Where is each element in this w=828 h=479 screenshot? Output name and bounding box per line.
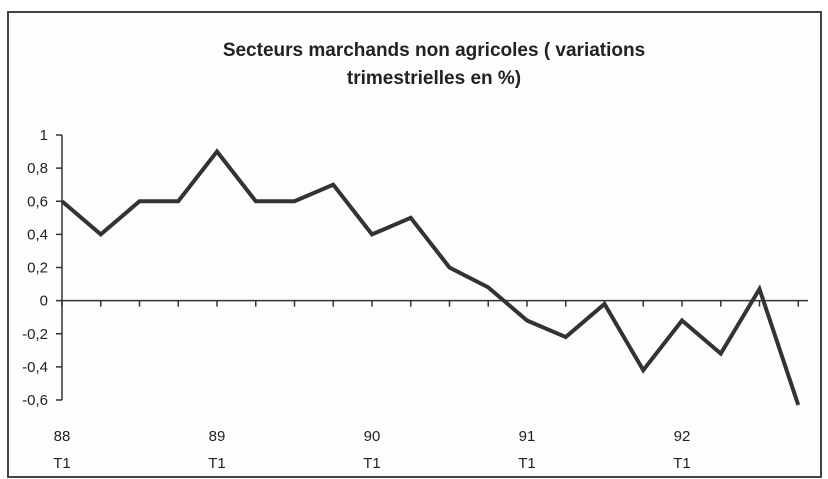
y-tick-label: 0,6 (27, 193, 48, 210)
y-tick-label: 0,4 (27, 226, 48, 243)
x-tick-label: 91 (519, 428, 536, 445)
x-tick-label: T1 (208, 455, 226, 472)
chart-title: trimestrielles en %) (347, 68, 521, 89)
y-tick-label: -0,4 (22, 359, 48, 376)
chart-title: Secteurs marchands non agricoles ( varia… (223, 40, 645, 61)
x-tick-label: T1 (53, 455, 71, 472)
chart-frame (7, 11, 822, 478)
x-tick-label: 89 (209, 428, 226, 445)
x-tick-label: 92 (674, 428, 691, 445)
y-tick-label: 0,2 (27, 260, 48, 277)
x-tick-label: T1 (363, 455, 381, 472)
y-tick-label: -0,6 (22, 392, 48, 409)
y-tick-label: -0,2 (22, 326, 48, 343)
x-tick-label: 90 (364, 428, 381, 445)
x-tick-label: 88 (54, 428, 71, 445)
data-line (60, 148, 801, 406)
y-tick-label: 0,8 (27, 160, 48, 177)
y-tick-label: 0 (40, 293, 48, 310)
x-tick-label: T1 (673, 455, 691, 472)
x-tick-label: T1 (518, 455, 536, 472)
y-tick-label: 1 (40, 127, 48, 144)
